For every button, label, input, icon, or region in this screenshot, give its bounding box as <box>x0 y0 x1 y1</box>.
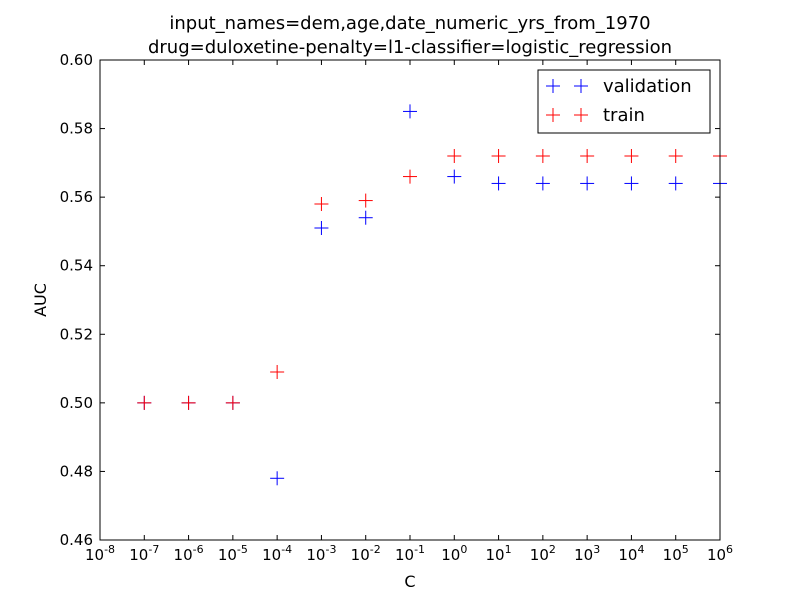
y-tick-label: 0.54 <box>60 257 93 275</box>
x-tick-label: 106 <box>707 543 733 564</box>
x-tick-label: 102 <box>530 543 556 564</box>
validation-point-8 <box>491 176 506 191</box>
train-point-9 <box>535 149 550 163</box>
x-tick-label: 105 <box>663 543 689 564</box>
y-tick-label: 0.56 <box>60 188 93 206</box>
validation-point-4 <box>314 221 329 235</box>
x-tick-label: 103 <box>574 543 600 564</box>
x-tick-label: 101 <box>486 543 512 564</box>
x-tick-label: 10-1 <box>395 543 425 564</box>
train-point-0 <box>137 395 152 410</box>
train-point-4 <box>314 197 329 211</box>
y-tick-label: 0.52 <box>60 325 93 343</box>
train-point-12 <box>668 149 683 163</box>
legend-marker <box>546 108 560 122</box>
x-tick-label: 100 <box>441 543 467 564</box>
legend-marker <box>546 79 560 93</box>
validation-point-7 <box>447 169 462 184</box>
train-point-10 <box>580 149 595 163</box>
train-point-2 <box>225 395 240 410</box>
axis-ticks: 10-8 10-7 10-6 10-5 10-4 10-3 10-2 10-1 100 101 10… <box>60 51 733 564</box>
validation-point-3 <box>270 471 285 486</box>
x-tick-label: 10-7 <box>129 543 159 564</box>
legend-marker <box>574 108 588 122</box>
data-points <box>137 104 727 486</box>
train-point-3 <box>270 365 285 379</box>
series-validation <box>137 104 727 486</box>
validation-point-11 <box>624 176 639 191</box>
validation-point-10 <box>580 176 595 191</box>
validation-point-12 <box>668 176 683 191</box>
legend-entry-validation: validation <box>546 76 692 97</box>
legend: validation train <box>537 69 711 134</box>
train-point-5 <box>358 193 373 208</box>
legend-box <box>537 69 711 134</box>
validation-point-5 <box>358 210 373 225</box>
x-tick-label: 10-2 <box>351 543 381 564</box>
train-point-7 <box>447 149 462 163</box>
validation-point-9 <box>535 176 550 191</box>
y-tick-label: 0.48 <box>60 462 93 480</box>
x-tick-label: 104 <box>618 543 644 564</box>
y-axis-label: AUC <box>31 283 50 317</box>
x-axis-label: C <box>404 572 415 591</box>
y-tick-label: 0.50 <box>60 394 93 412</box>
legend-marker <box>574 79 588 93</box>
legend-label: train <box>603 105 645 126</box>
x-tick-label: 10-5 <box>218 543 248 564</box>
y-tick-label: 0.46 <box>60 531 93 549</box>
y-tick-label: 0.60 <box>60 51 93 69</box>
chart-title-line-2: drug=duloxetine-penalty=l1-classifier=lo… <box>148 37 672 58</box>
x-tick-label: 10-6 <box>174 543 204 564</box>
legend-entry-train: train <box>546 105 645 126</box>
chart-title-line-1: input_names=dem,age,date_numeric_yrs_fro… <box>169 13 650 34</box>
x-tick-label: 10-3 <box>306 543 336 564</box>
x-tick-label: 10-4 <box>262 543 292 564</box>
series-train <box>137 149 727 410</box>
train-point-1 <box>181 395 196 410</box>
train-point-11 <box>624 149 639 163</box>
train-point-6 <box>403 169 417 184</box>
y-tick-label: 0.58 <box>60 120 93 138</box>
validation-point-6 <box>403 104 417 119</box>
train-point-8 <box>491 149 506 163</box>
legend-label: validation <box>603 76 692 97</box>
